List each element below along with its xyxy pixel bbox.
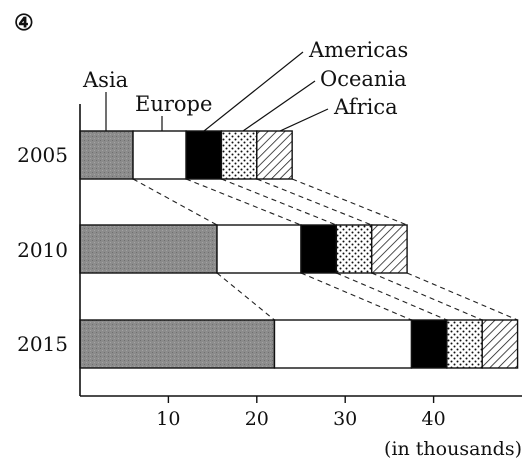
bar-2005-europe <box>132 130 187 180</box>
connector-line <box>256 178 372 226</box>
bar-2010-europe <box>216 224 302 274</box>
connector-line <box>300 272 412 321</box>
legend-label-asia: Asia <box>82 68 128 92</box>
category-label-2010: 2010 <box>17 238 68 262</box>
legend-label-africa: Africa <box>333 95 398 119</box>
bar-2005-asia <box>79 130 134 180</box>
bar-2015-americas <box>410 319 448 369</box>
legend-label-americas: Americas <box>308 38 408 62</box>
bar-2010-asia <box>79 224 218 274</box>
connector-line <box>291 178 408 226</box>
connector-line <box>216 272 275 321</box>
unit-label: (in thousands) <box>384 438 522 460</box>
bar-2015-europe <box>273 319 413 369</box>
x-tick-label: 30 <box>333 408 357 430</box>
connector-line <box>221 178 337 226</box>
bar-2010-oceania <box>335 224 373 274</box>
category-label-2015: 2015 <box>17 332 68 356</box>
x-tick-label: 40 <box>422 408 446 430</box>
legend-label-europe: Europe <box>135 92 212 116</box>
category-label-2005: 2005 <box>17 143 68 167</box>
bar-2015-oceania <box>446 319 483 369</box>
panel-number: ④ <box>14 10 34 36</box>
bar-2005-oceania <box>220 130 258 180</box>
legend-leader-americas <box>203 51 304 132</box>
connector-lines <box>132 178 518 321</box>
legend-leader-africa <box>279 108 329 132</box>
connector-line <box>371 272 483 321</box>
bar-2015-asia <box>79 319 276 369</box>
bar-2005-americas <box>185 130 223 180</box>
x-tick-label: 20 <box>245 408 269 430</box>
connector-line <box>185 178 302 226</box>
bars-layer <box>79 130 519 369</box>
x-ticks: 10 20 30 40 <box>156 396 446 430</box>
bar-2015-africa <box>481 319 519 369</box>
connector-line <box>336 272 448 321</box>
bar-2010-africa <box>371 224 408 274</box>
bar-2005-africa <box>256 130 293 180</box>
connector-line <box>406 272 518 321</box>
legend-leader-oceania <box>242 80 316 132</box>
connector-line <box>132 178 218 226</box>
bar-2010-americas <box>300 224 338 274</box>
x-tick-label: 10 <box>156 408 180 430</box>
legend: Asia Europe Americas Oceania Africa <box>82 38 408 132</box>
legend-label-oceania: Oceania <box>320 67 407 91</box>
